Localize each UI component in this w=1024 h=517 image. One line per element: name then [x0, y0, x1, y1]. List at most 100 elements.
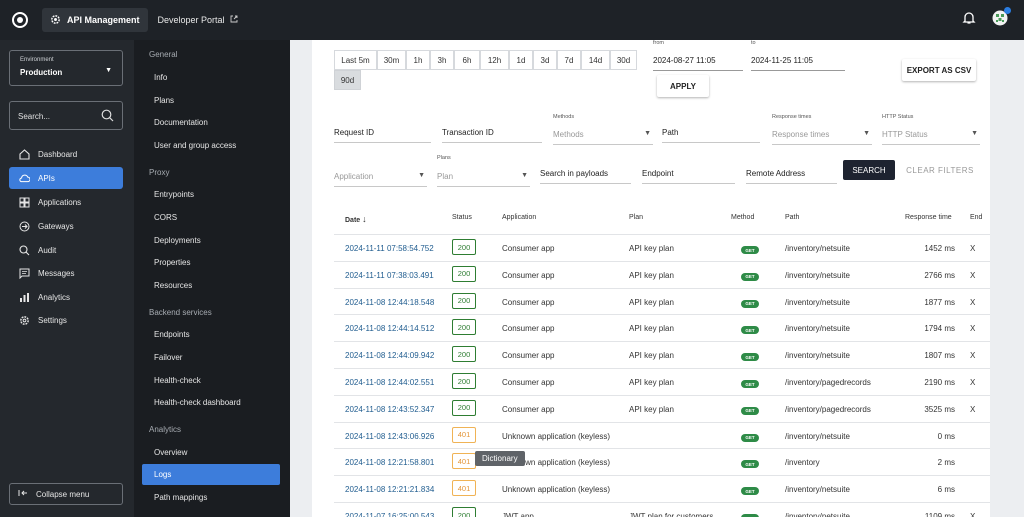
- nav-messages[interactable]: Messages: [9, 262, 123, 284]
- endpoint-field[interactable]: Endpoint: [642, 162, 735, 184]
- cell-application: Consumer app: [502, 378, 555, 387]
- nav-settings[interactable]: Settings: [9, 309, 123, 331]
- gravitee-logo-icon[interactable]: [8, 8, 32, 32]
- gateway-icon: [19, 221, 30, 232]
- subnav-logs[interactable]: Logs: [142, 464, 280, 485]
- avatar[interactable]: [992, 7, 1011, 28]
- method-badge: GET: [741, 406, 759, 415]
- cell-date: 2024-11-07 16:25:00.543: [345, 512, 435, 517]
- subnav-failover[interactable]: Failover: [154, 353, 183, 362]
- plan-placeholder: Plan: [437, 172, 454, 181]
- to-date-input[interactable]: 2024-11-25 11:05: [751, 51, 845, 71]
- cell-response-time: 1452 ms: [924, 244, 955, 253]
- nav-audit[interactable]: Audit: [9, 239, 123, 261]
- search-button[interactable]: SEARCH: [843, 160, 895, 180]
- cell-date: 2024-11-08 12:43:06.926: [345, 431, 435, 441]
- column-header-status: Status: [452, 214, 472, 221]
- cell-plan: API key plan: [629, 244, 674, 253]
- cell-date: 2024-11-08 12:44:02.551: [345, 378, 435, 387]
- subnav-endpoints[interactable]: Endpoints: [154, 330, 190, 339]
- status-badge: 401: [452, 426, 476, 443]
- subnav-user-group-access[interactable]: User and group access: [154, 141, 237, 150]
- apply-button[interactable]: APPLY: [657, 75, 709, 97]
- nav-applications[interactable]: Applications: [9, 191, 123, 213]
- method-badge: GET: [741, 326, 759, 335]
- developer-portal-link[interactable]: Developer Portal: [158, 15, 238, 25]
- timeframe-3h[interactable]: 3h: [430, 50, 454, 70]
- collapse-menu-button[interactable]: Collapse menu: [9, 483, 123, 505]
- api-sub-navigation: General Info Plans Documentation User an…: [134, 40, 290, 517]
- nav-dashboard[interactable]: Dashboard: [9, 143, 123, 165]
- bell-icon[interactable]: [962, 11, 976, 27]
- remote-address-field[interactable]: Remote Address: [746, 162, 837, 184]
- subnav-cors[interactable]: CORS: [154, 213, 178, 222]
- subnav-resources[interactable]: Resources: [154, 281, 193, 290]
- cell-path: /inventory/netsuite: [785, 324, 850, 334]
- cell-application: Consumer app: [502, 244, 555, 253]
- plan-select[interactable]: Plan ▼: [437, 165, 530, 187]
- timeframe-last-5m[interactable]: Last 5m: [334, 50, 377, 70]
- status-badge: 200: [452, 292, 476, 309]
- nav-gateways[interactable]: Gateways: [9, 215, 123, 237]
- search-placeholder: Search...: [18, 112, 51, 121]
- dashboard-icon: [19, 148, 30, 160]
- cell-response-time: 2 ms: [937, 458, 955, 468]
- application-select[interactable]: Application ▼: [334, 165, 427, 187]
- subnav-health-check-dashboard[interactable]: Health-check dashboard: [154, 398, 241, 407]
- column-header-method: Method: [731, 214, 755, 221]
- subnav-documentation[interactable]: Documentation: [154, 118, 208, 127]
- api-management-switcher[interactable]: API Management: [42, 8, 148, 32]
- http-status-label: HTTP Status: [882, 114, 914, 120]
- method-badge: GET: [741, 353, 759, 362]
- timeframe-90d[interactable]: 90d: [334, 70, 361, 90]
- plans-label: Plans: [437, 155, 451, 161]
- clear-filters-button[interactable]: CLEAR FILTERS: [906, 165, 974, 175]
- cell-endpoint: X: [970, 378, 976, 387]
- subnav-overview[interactable]: Overview: [154, 448, 188, 457]
- subnav-info[interactable]: Info: [154, 73, 168, 82]
- environment-label: Environment: [20, 57, 54, 63]
- status-badge: 200: [452, 265, 476, 282]
- methods-select[interactable]: Methods ▼: [553, 123, 653, 145]
- timeframe-6h[interactable]: 6h: [454, 50, 480, 70]
- cell-date: 2024-11-08 12:21:21.834: [345, 485, 435, 495]
- status-badge: 401: [452, 480, 476, 497]
- subnav-deployments[interactable]: Deployments: [154, 236, 201, 245]
- subnav-entrypoints[interactable]: Entrypoints: [154, 190, 195, 199]
- timeframe-12h[interactable]: 12h: [480, 50, 509, 70]
- export-csv-button[interactable]: EXPORT AS CSV: [902, 59, 976, 81]
- timeframe-14d[interactable]: 14d: [581, 50, 610, 70]
- nav-analytics[interactable]: Analytics: [9, 286, 123, 308]
- path-field[interactable]: Path: [662, 121, 760, 143]
- search-input[interactable]: Search...: [9, 101, 123, 130]
- search-icon: [101, 109, 114, 124]
- request-id-field[interactable]: Request ID: [334, 121, 431, 143]
- status-badge: 200: [452, 239, 476, 255]
- settings-icon: [19, 315, 30, 326]
- timeframe-1d[interactable]: 1d: [509, 50, 533, 70]
- subnav-path-mappings[interactable]: Path mappings: [154, 493, 208, 502]
- row-divider: [334, 394, 990, 396]
- timeframe-3d[interactable]: 3d: [533, 50, 557, 70]
- methods-placeholder: Methods: [553, 130, 584, 139]
- subnav-properties[interactable]: Properties: [154, 258, 191, 267]
- cell-path: /inventory/netsuite: [785, 270, 850, 280]
- environment-select[interactable]: Environment Production ▼: [9, 50, 123, 86]
- transaction-id-field[interactable]: Transaction ID: [442, 121, 542, 143]
- messages-icon: [19, 268, 30, 279]
- http-status-select[interactable]: HTTP Status ▼: [882, 123, 980, 145]
- subnav-plans[interactable]: Plans: [154, 96, 175, 105]
- subnav-health-check[interactable]: Health-check: [154, 376, 201, 385]
- row-divider: [334, 234, 990, 235]
- column-header-date[interactable]: Date ↓: [345, 214, 367, 224]
- nav-apis[interactable]: APIs: [9, 167, 123, 189]
- column-header-application: Application: [502, 214, 537, 221]
- timeframe-30m[interactable]: 30m: [377, 50, 406, 70]
- timeframe-1h[interactable]: 1h: [406, 50, 430, 70]
- gear-icon: [50, 14, 61, 27]
- response-times-select[interactable]: Response times ▼: [772, 123, 872, 145]
- from-date-input[interactable]: 2024-08-27 11:05: [653, 51, 743, 71]
- search-payloads-field[interactable]: Search in payloads: [540, 162, 631, 184]
- timeframe-7d[interactable]: 7d: [557, 50, 581, 70]
- timeframe-30d[interactable]: 30d: [610, 50, 637, 70]
